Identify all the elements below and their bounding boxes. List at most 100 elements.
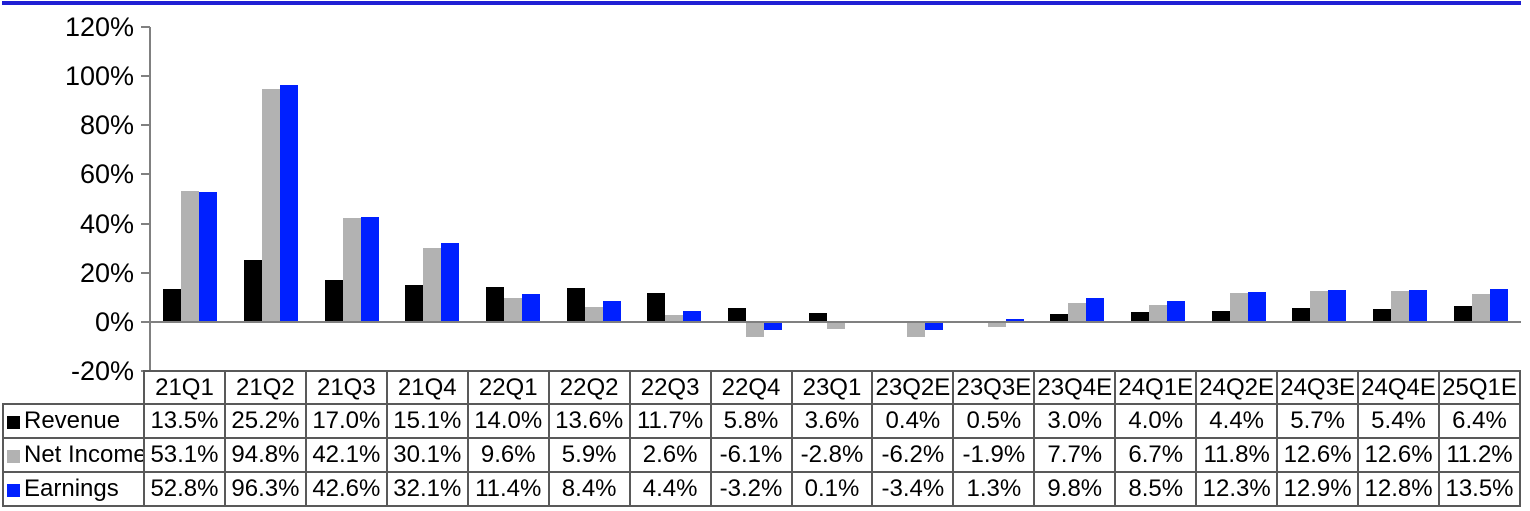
table-cell: 32.1%: [385, 471, 469, 507]
column-header: 22Q4: [709, 370, 793, 405]
table-cell: 12.8%: [1357, 471, 1440, 507]
y-axis-tick-mark: [141, 124, 150, 127]
table-cell: 12.3%: [1195, 471, 1279, 507]
bar-net-income: [826, 321, 845, 329]
bar-net-income: [1310, 290, 1329, 322]
table-cell: 11.7%: [628, 403, 712, 439]
legend-marker-net-income: [7, 450, 20, 463]
y-axis-tick-label: 60%: [79, 159, 134, 190]
bar-earnings: [199, 192, 218, 322]
bar-earnings: [1409, 290, 1428, 322]
table-cell: 25.2%: [223, 403, 307, 439]
y-axis-line: [149, 27, 151, 371]
bar-revenue: [1050, 314, 1069, 322]
row-label: Revenue: [2, 403, 145, 439]
legend-marker-earnings: [7, 484, 20, 497]
table-cell: 2.6%: [628, 437, 712, 473]
y-axis-tick-label: -20%: [70, 356, 134, 386]
bar-earnings: [1247, 291, 1266, 322]
bar-earnings: [602, 301, 621, 322]
row-label: Net Income: [2, 437, 145, 473]
table-cell: 11.2%: [1438, 437, 1521, 473]
table-cell: 13.5%: [143, 403, 226, 439]
column-header: 25Q1E: [1438, 370, 1521, 405]
bar-earnings: [1489, 288, 1508, 322]
bar-revenue: [163, 288, 182, 322]
column-header: 23Q4E: [1033, 370, 1117, 405]
bar-earnings: [763, 321, 782, 330]
series-name: Net Income: [24, 441, 144, 468]
table-cell: 4.4%: [1195, 403, 1279, 439]
table-cell: 12.9%: [1276, 471, 1360, 507]
bar-net-income: [907, 321, 926, 338]
bar-net-income: [665, 315, 684, 322]
bar-revenue: [324, 280, 343, 322]
y-axis-tick-label: 120%: [64, 12, 134, 42]
column-header: 23Q3E: [952, 370, 1036, 405]
table-cell: 5.4%: [1357, 403, 1440, 439]
y-axis-tick-mark: [141, 222, 150, 225]
table-cell: 15.1%: [385, 403, 469, 439]
table-row-earnings: Earnings 52.8% 96.3% 42.6% 32.1% 11.4% 8.4% 4.4…: [2, 471, 1521, 507]
bar-revenue: [1373, 308, 1392, 322]
table-cell: 12.6%: [1276, 437, 1360, 473]
y-axis-tick-mark: [141, 26, 150, 28]
legend-marker-revenue: [7, 416, 20, 429]
bar-net-income: [584, 307, 603, 322]
table-row-revenue: Revenue 13.5% 25.2% 17.0% 15.1% 14.0% 13.6% 11.…: [2, 403, 1521, 439]
column-header: 23Q2E: [871, 370, 955, 405]
column-header: 21Q4: [385, 370, 469, 405]
bar-earnings: [925, 321, 944, 331]
bar-earnings: [1086, 297, 1105, 322]
y-axis-tick-mark: [141, 75, 150, 78]
table-cell: 9.8%: [1033, 471, 1117, 507]
table-cell: 9.6%: [466, 437, 550, 473]
table-cell: 13.5%: [1438, 471, 1521, 507]
table-cell: 13.6%: [547, 403, 631, 439]
column-header: 21Q1: [143, 370, 226, 405]
table-header-row: 21Q1 21Q2 21Q3 21Q4 22Q1 22Q2 22Q3 22Q4 23Q1 23Q2…: [3, 370, 1521, 405]
table-cell: 6.7%: [1114, 437, 1198, 473]
table-cell: 8.4%: [547, 471, 631, 507]
table-cell: 96.3%: [223, 471, 307, 507]
y-axis-tick-mark: [141, 320, 150, 323]
bar-net-income: [261, 88, 280, 322]
table-cell: 4.4%: [628, 471, 712, 507]
table-cell: 4.0%: [1114, 403, 1198, 439]
bar-earnings: [279, 85, 298, 322]
table-cell: 42.6%: [304, 471, 388, 507]
column-header: 21Q3: [304, 370, 388, 405]
table-cell: 6.4%: [1438, 403, 1521, 439]
zero-gridline: [150, 320, 1521, 323]
bar-earnings: [1167, 300, 1186, 322]
table-cell: 52.8%: [143, 471, 226, 507]
bar-revenue: [243, 259, 262, 322]
bar-net-income: [503, 298, 522, 322]
bar-earnings: [441, 242, 460, 322]
table-cell: -6.1%: [709, 437, 793, 473]
table-cell: 53.1%: [143, 437, 226, 473]
table-cell: 14.0%: [466, 403, 550, 439]
y-axis-tick-mark: [141, 271, 150, 274]
table-cell: 7.7%: [1033, 437, 1117, 473]
series-name: Earnings: [24, 475, 119, 502]
table-cell: 94.8%: [223, 437, 307, 473]
bar-revenue: [727, 307, 746, 322]
table-cell: -3.2%: [709, 471, 793, 507]
bar-revenue: [1131, 312, 1150, 322]
column-header: 24Q4E: [1357, 370, 1440, 405]
row-label: Earnings: [2, 471, 145, 507]
bar-revenue: [1292, 307, 1311, 322]
bar-net-income: [745, 321, 764, 337]
table-cell: 5.8%: [709, 403, 793, 439]
bar-net-income: [1391, 290, 1410, 322]
column-header: 23Q1: [790, 370, 874, 405]
bar-earnings: [683, 311, 702, 322]
bar-revenue: [1453, 306, 1472, 322]
bar-net-income: [1068, 302, 1087, 322]
table-row-net-income: Net Income 53.1% 94.8% 42.1% 30.1% 9.6% 5.9% 2.…: [2, 437, 1521, 473]
table-cell: 5.9%: [547, 437, 631, 473]
table-cell: 0.4%: [871, 403, 955, 439]
bar-earnings: [360, 217, 379, 322]
